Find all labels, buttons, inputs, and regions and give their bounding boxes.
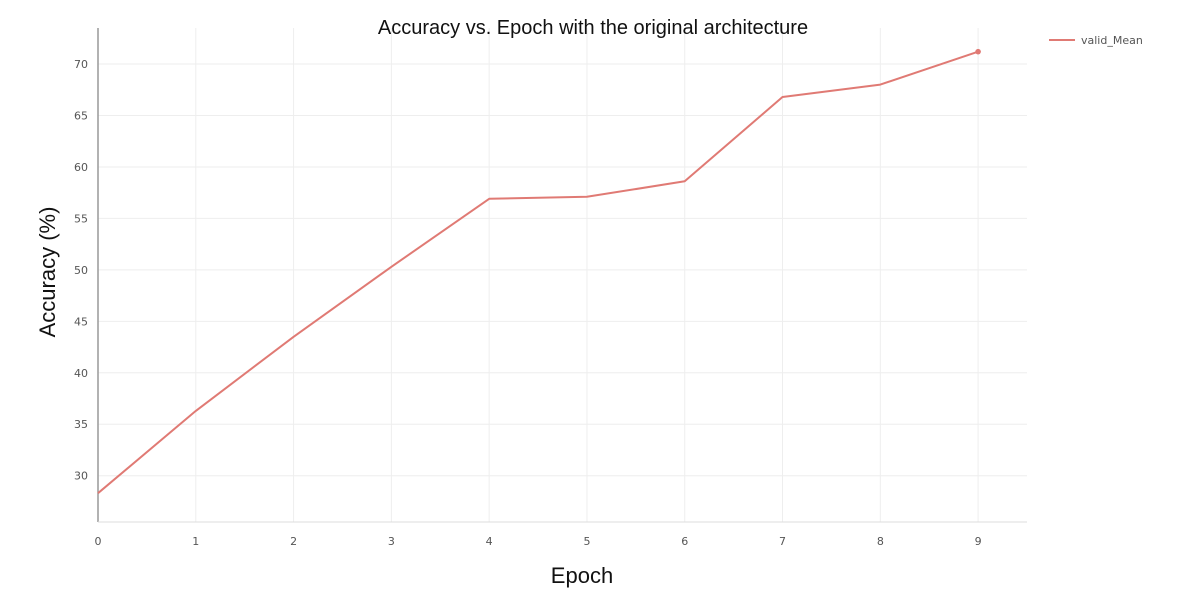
x-tick-label: 1 [192, 535, 199, 548]
x-tick-label: 8 [877, 535, 884, 548]
y-tick-label: 35 [74, 418, 88, 431]
x-tick-label: 6 [681, 535, 688, 548]
y-tick-label: 30 [74, 470, 88, 483]
series-group [97, 48, 981, 494]
x-tick-label: 0 [95, 535, 102, 548]
x-tick-label: 9 [975, 535, 982, 548]
x-tick-label: 3 [388, 535, 395, 548]
legend: valid_Mean [1049, 34, 1143, 47]
y-tick-label: 60 [74, 161, 88, 174]
x-tick-label: 4 [486, 535, 493, 548]
y-tick-label: 65 [74, 109, 88, 122]
x-tick-label: 5 [583, 535, 590, 548]
y-tick-label: 45 [74, 315, 88, 328]
x-tick-label: 7 [779, 535, 786, 548]
series-end-point [975, 48, 981, 55]
legend-label: valid_Mean [1081, 34, 1143, 47]
y-tick-label: 40 [74, 367, 88, 380]
grid-lines [98, 28, 1027, 522]
series-line-valid_Mean [97, 50, 979, 494]
y-tick-label: 70 [74, 58, 88, 71]
axes [97, 28, 1027, 523]
y-axis-title: Accuracy (%) [35, 207, 60, 338]
chart-title: Accuracy vs. Epoch with the original arc… [378, 17, 808, 39]
x-axis-title: Epoch [551, 563, 613, 588]
x-tick-labels: 0 1 2 3 4 5 6 7 8 9 [95, 535, 982, 548]
y-tick-label: 55 [74, 212, 88, 225]
y-tick-label: 50 [74, 264, 88, 277]
y-tick-labels: 30 35 40 45 50 55 60 65 70 [74, 58, 88, 483]
x-tick-label: 2 [290, 535, 297, 548]
